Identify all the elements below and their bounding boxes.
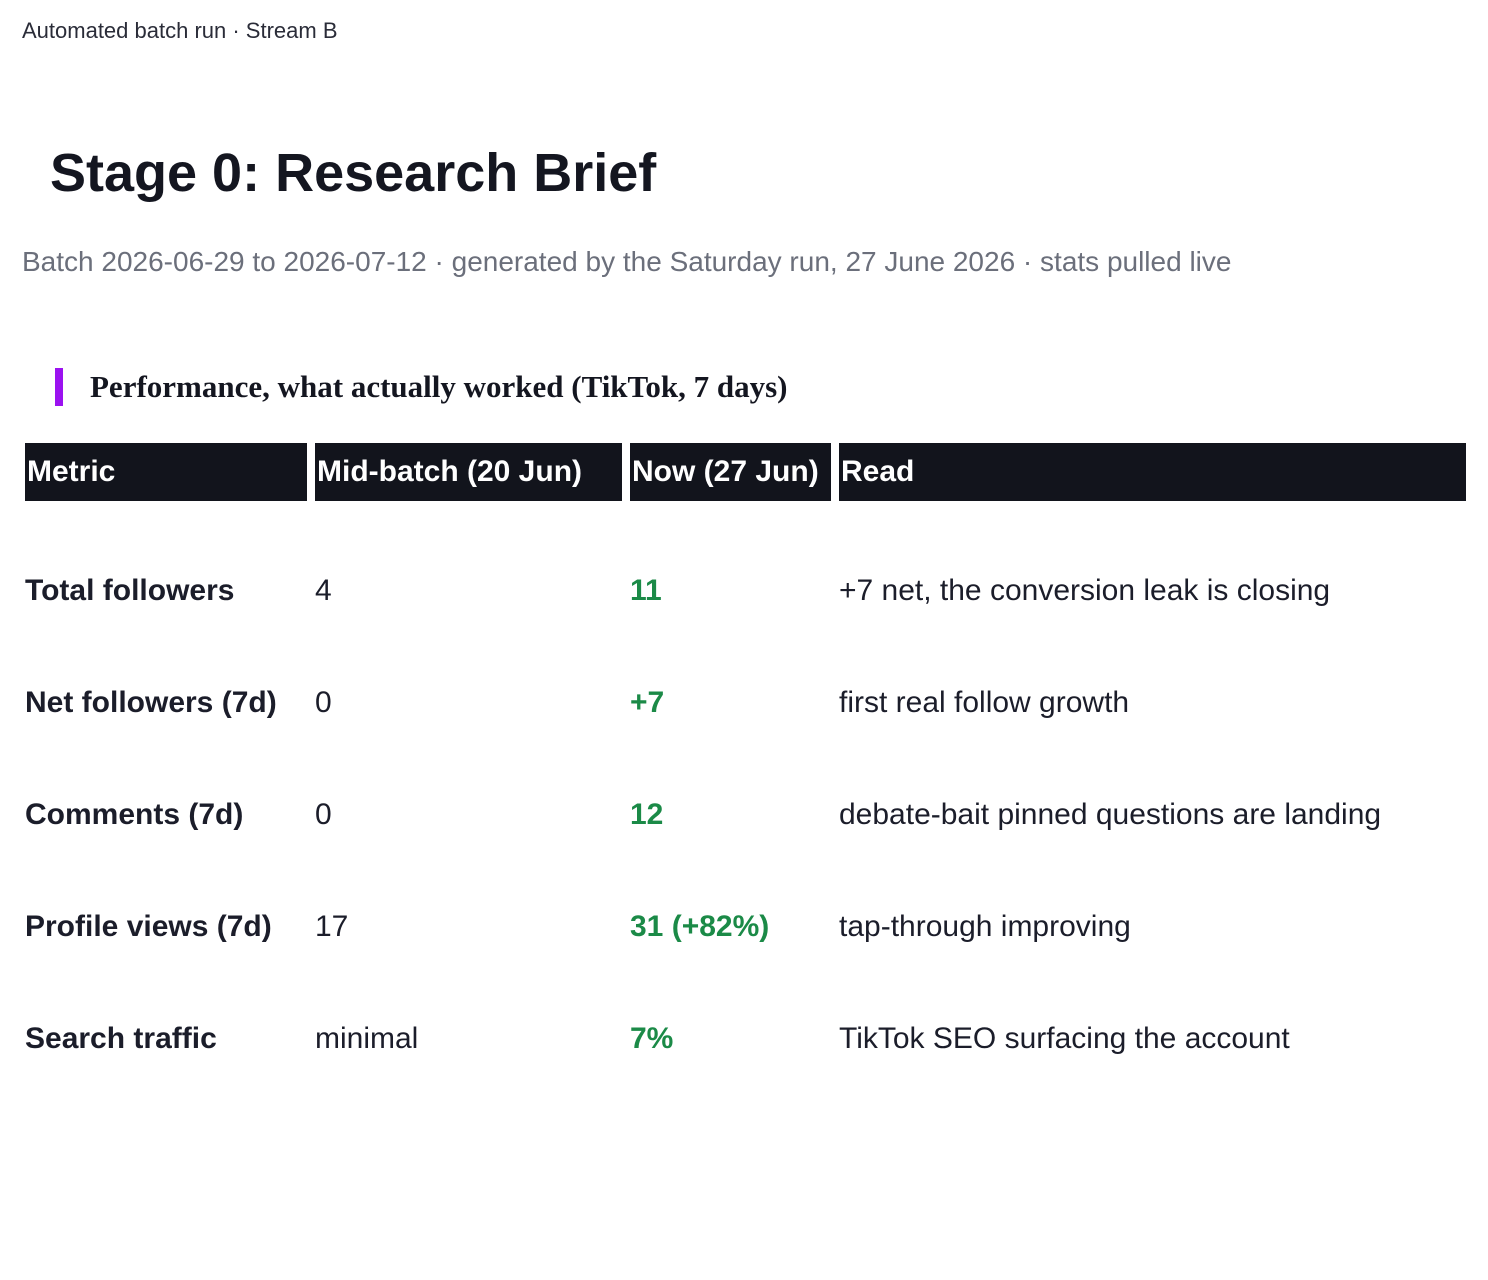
column-header: Metric — [25, 443, 307, 501]
table-cell: 4 — [315, 574, 332, 607]
column-header-cell: Read — [839, 443, 1466, 535]
table-cell: Net followers (7d) — [25, 686, 277, 719]
column-header: Mid-batch (20 Jun) — [315, 443, 622, 501]
metrics-table: Metric Mid-batch (20 Jun) Now (27 Jun) Read… — [17, 443, 1474, 1095]
table-cell: Total followers — [25, 574, 235, 607]
subtitle: Batch 2026-06-29 to 2026-07-12 · generat… — [22, 246, 1232, 277]
table-cell: Comments (7d) — [25, 798, 244, 831]
table-cell: 17 — [315, 910, 349, 943]
section-heading: Performance, what actually worked (TikTo… — [55, 368, 788, 406]
table-cell: 0 — [315, 686, 332, 719]
kicker: Automated batch run · Stream B — [22, 18, 338, 43]
table-row: Total followers 4 11 +7 net, the conversion… — [25, 535, 1466, 647]
column-header: Now (27 Jun) — [630, 443, 831, 501]
table-cell: 12 — [630, 798, 664, 831]
table-cell: Search traffic — [25, 1022, 217, 1055]
column-header-cell: Metric — [25, 443, 307, 535]
column-header-cell: Mid-batch (20 Jun) — [315, 443, 622, 535]
table-cell: Profile views (7d) — [25, 910, 272, 943]
table-cell: TikTok SEO surfacing the account — [839, 1022, 1290, 1055]
table-cell: +7 net, the conversion leak is closing — [839, 574, 1331, 607]
table-cell: 31 (+82%) — [630, 910, 770, 943]
header-row: Metric Mid-batch (20 Jun) Now (27 Jun) Read — [25, 443, 1466, 535]
table-row: Search traffic minimal 7% TikTok SEO surfac… — [25, 983, 1466, 1095]
page-title: Stage 0: Research Brief — [50, 143, 657, 203]
table-cell: tap-through improving — [839, 910, 1131, 943]
table-cell: first real follow growth — [839, 686, 1130, 719]
table-cell: 0 — [315, 798, 332, 831]
table-cell: debate-bait pinned questions are landing — [839, 798, 1382, 831]
table-cell: minimal — [315, 1022, 419, 1055]
table-cell: +7 — [630, 686, 665, 719]
table-row: Profile views (7d) 17 31 (+82%) tap-through… — [25, 871, 1466, 983]
table-cell: 11 — [630, 574, 662, 607]
table-row: Net followers (7d) 0 +7 first real follow g… — [25, 647, 1466, 759]
table-cell: 7% — [630, 1022, 674, 1055]
column-header-cell: Now (27 Jun) — [630, 443, 831, 535]
table-row: Comments (7d) 0 12 debate-bait pinned quest… — [25, 759, 1466, 871]
column-header: Read — [839, 443, 1466, 501]
